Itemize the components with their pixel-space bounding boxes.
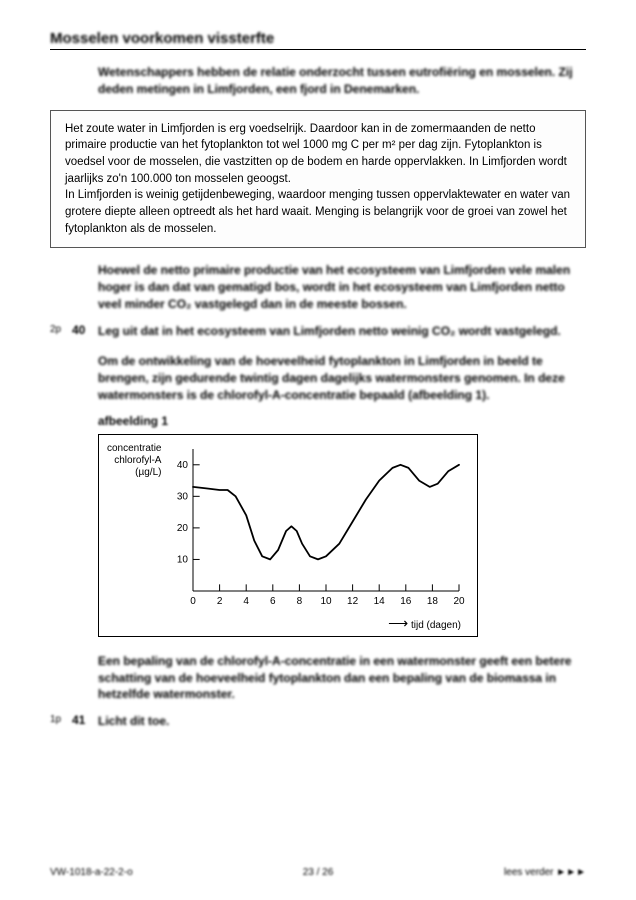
svg-text:10: 10 — [177, 554, 189, 565]
question-41: 1p 41 Licht dit toe. — [50, 713, 586, 730]
question-40: 2p 40 Leg uit dat in het ecosysteem van … — [50, 323, 586, 340]
svg-text:8: 8 — [297, 596, 303, 607]
section-title: Mosselen voorkomen vissterfte — [50, 30, 586, 47]
svg-text:2: 2 — [217, 596, 223, 607]
paragraph-2: Om de ontwikkeling van de hoeveelheid fy… — [98, 353, 586, 403]
svg-text:40: 40 — [177, 460, 189, 471]
figure-label: afbeelding 1 — [98, 414, 586, 428]
q41-number: 41 — [72, 713, 98, 730]
q41-points: 1p — [50, 713, 72, 730]
q40-text: Leg uit dat in het ecosysteem van Limfjo… — [98, 323, 586, 340]
svg-text:10: 10 — [321, 596, 333, 607]
svg-text:16: 16 — [401, 596, 413, 607]
footer-right: lees verder ►►► — [504, 867, 586, 878]
svg-text:30: 30 — [177, 491, 189, 502]
svg-text:20: 20 — [177, 523, 189, 534]
page: Mosselen voorkomen vissterfte Wetenschap… — [0, 0, 636, 784]
svg-text:0: 0 — [191, 596, 197, 607]
chart-xlabel: tijd (dagen) — [411, 620, 461, 631]
chart-container: concentratie chlorofyl-A (µg/L) 10203040… — [98, 434, 478, 637]
chart-ylabel: concentratie chlorofyl-A (µg/L) — [107, 443, 165, 613]
info-box: Het zoute water in Limfjorden is erg voe… — [50, 110, 586, 249]
info-box-text: Het zoute water in Limfjorden is erg voe… — [65, 123, 570, 235]
q41-text: Licht dit toe. — [98, 713, 586, 730]
paragraph-3: Een bepaling van de chlorofyl-A-concentr… — [98, 653, 586, 703]
q40-points: 2p — [50, 323, 72, 340]
chlorophyll-line-chart: 10 20 30 40 0 2 4 6 8 10 12 14 16 18 20 — [165, 443, 465, 613]
q40-number: 40 — [72, 323, 98, 340]
svg-text:14: 14 — [374, 596, 386, 607]
title-rule — [50, 49, 586, 50]
arrow-icon: ⟶ — [388, 615, 408, 631]
svg-text:20: 20 — [454, 596, 466, 607]
intro-paragraph: Wetenschappers hebben de relatie onderzo… — [98, 64, 586, 98]
svg-text:12: 12 — [348, 596, 360, 607]
paragraph-1: Hoewel de netto primaire productie van h… — [98, 262, 586, 312]
svg-text:4: 4 — [244, 596, 250, 607]
svg-text:6: 6 — [271, 596, 277, 607]
svg-text:18: 18 — [427, 596, 439, 607]
page-footer: VW-1018-a-22-2-o 23 / 26 lees verder ►►► — [50, 867, 586, 878]
